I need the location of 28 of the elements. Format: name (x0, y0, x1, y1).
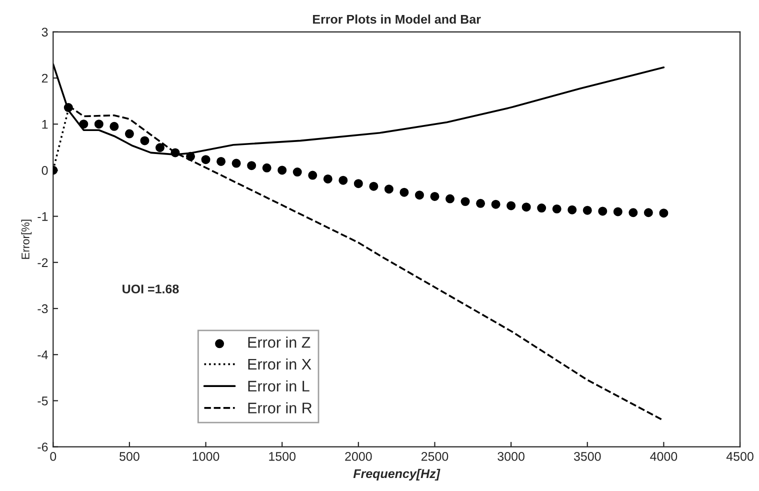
y-tick-label: -3 (38, 304, 48, 314)
x-tick-label: 2000 (345, 452, 372, 461)
x-tick-label: 3000 (498, 452, 524, 461)
x-tick-label: 4500 (726, 452, 754, 461)
x-tick-label: 500 (120, 452, 140, 461)
legend-label: Error in Z (248, 336, 310, 348)
y-tick-label: -5 (38, 396, 48, 406)
x-tick-label: 4000 (650, 452, 678, 461)
y-tick-label: 0 (42, 166, 48, 175)
annotation: UOI =1.68 (122, 284, 179, 294)
y-tick-label: -6 (38, 442, 48, 452)
y-tick-label: 2 (42, 74, 48, 83)
chart-title: Error Plots in Model and Bar (313, 14, 481, 24)
x-tick-label: 1000 (192, 452, 220, 461)
y-axis-title: Error[%] (21, 220, 32, 259)
x-tick-label: 0 (50, 452, 56, 461)
y-tick-label: -4 (38, 350, 48, 360)
x-tick-label: 1500 (269, 452, 296, 461)
y-tick-label: -2 (38, 258, 48, 267)
legend-label: Error in X (248, 358, 312, 370)
legend-label: Error in L (248, 380, 310, 392)
y-tick-label: 1 (42, 120, 48, 129)
x-tick-label: 2500 (421, 452, 448, 461)
y-tick-label: -1 (38, 212, 48, 221)
legend-label: Error in R (248, 402, 312, 414)
y-tick-label: 3 (42, 28, 48, 37)
x-tick-label: 3500 (574, 452, 601, 461)
x-axis-title: Frequency[Hz] (353, 468, 440, 481)
